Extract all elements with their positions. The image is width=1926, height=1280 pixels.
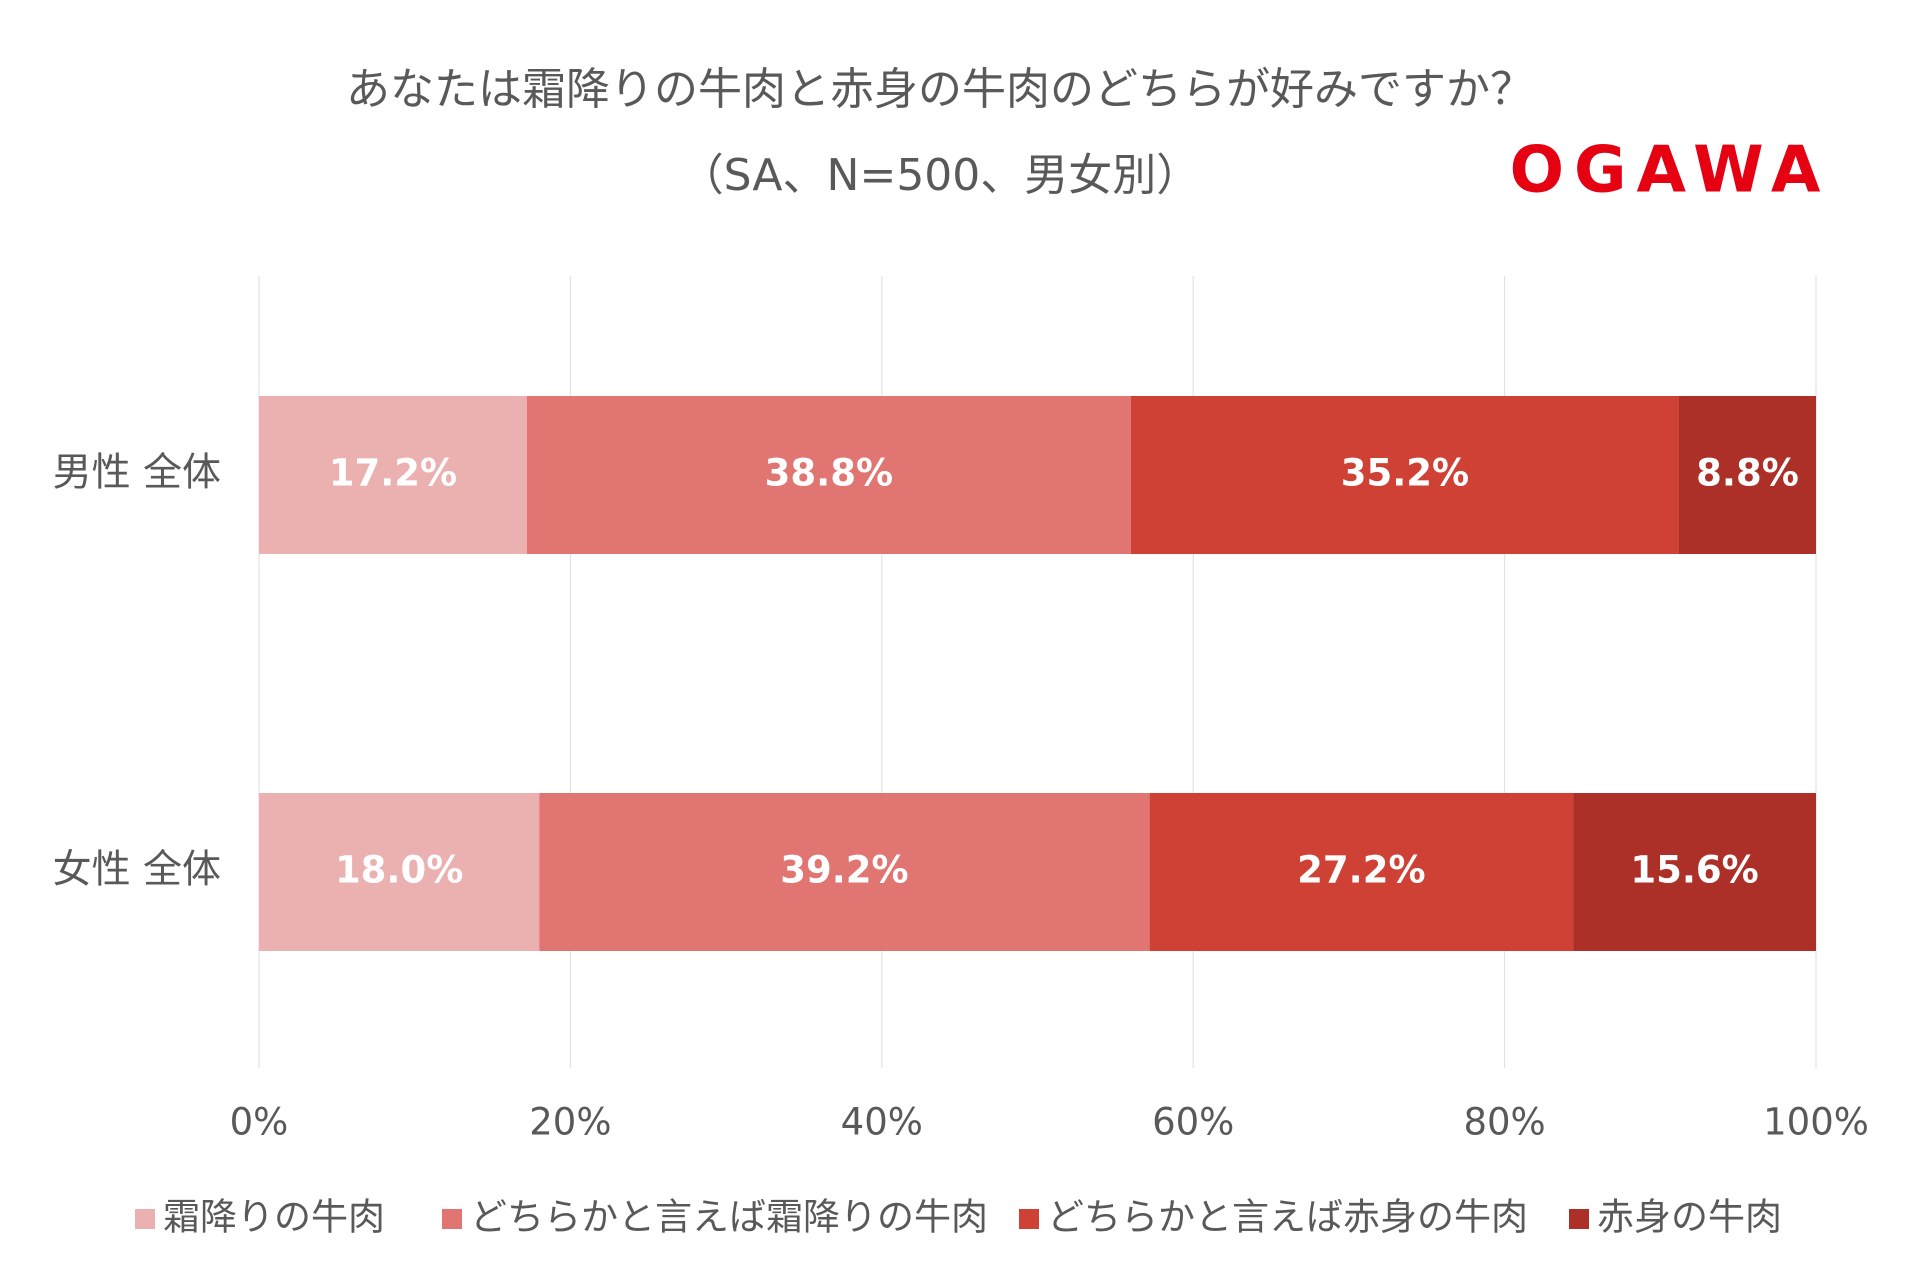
data-label: 15.6% [1630, 849, 1758, 892]
legend-swatch [1569, 1209, 1589, 1229]
data-label: 27.2% [1297, 849, 1425, 892]
x-tick-label: 100% [1763, 1101, 1869, 1144]
data-label: 39.2% [780, 849, 908, 892]
legend-swatch [442, 1209, 462, 1229]
legend-swatch [1019, 1209, 1039, 1229]
legend-swatch [135, 1209, 155, 1229]
data-label: 38.8% [765, 452, 893, 495]
x-tick-label: 0% [230, 1101, 289, 1144]
bar-segment [1678, 396, 1816, 554]
bar-segment [1573, 793, 1816, 951]
legend-label: 霜降りの牛肉 [163, 1196, 385, 1239]
legend-label: どちらかと言えば霜降りの牛肉 [470, 1196, 988, 1239]
data-label: 18.0% [335, 849, 463, 892]
logo: OGAWA [1510, 134, 1831, 208]
legend-label: どちらかと言えば赤身の牛肉 [1047, 1196, 1528, 1239]
x-tick-label: 60% [1152, 1101, 1234, 1144]
x-tick-label: 40% [841, 1101, 923, 1144]
chart-subtitle: （SA、N=500、男女別） [680, 150, 1201, 201]
bar-segment [526, 396, 1131, 554]
chart-title: あなたは霜降りの牛肉と赤身の牛肉のどちらが好みですか？ [346, 64, 1534, 115]
bar-segment [539, 793, 1150, 951]
x-tick-label: 20% [529, 1101, 611, 1144]
bar-segment [259, 396, 527, 554]
x-tick-label: 80% [1463, 1101, 1545, 1144]
bar-segment [1130, 396, 1679, 554]
bar-segment [1149, 793, 1574, 951]
data-label: 8.8% [1696, 452, 1799, 495]
legend-label: 赤身の牛肉 [1597, 1196, 1782, 1239]
y-tick-label: 男性 全体 [53, 451, 221, 496]
data-label: 35.2% [1341, 452, 1469, 495]
y-tick-label: 女性 全体 [53, 848, 221, 893]
data-label: 17.2% [329, 452, 457, 495]
bar-segment [259, 793, 540, 951]
